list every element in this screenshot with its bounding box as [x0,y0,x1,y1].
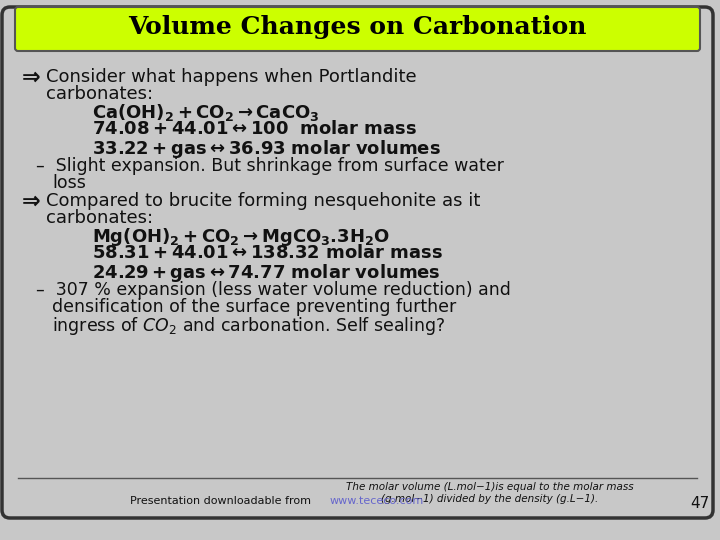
Text: ⇒: ⇒ [22,68,40,88]
Text: www.tececo.com: www.tececo.com [330,496,424,506]
Text: loss: loss [52,174,86,192]
Text: ingress of $CO_2$ and carbonation. Self sealing?: ingress of $CO_2$ and carbonation. Self … [52,315,446,337]
Text: Volume Changes on Carbonation: Volume Changes on Carbonation [127,15,586,39]
Text: Compared to brucite forming nesquehonite as it: Compared to brucite forming nesquehonite… [46,192,480,210]
Text: carbonates:: carbonates: [46,85,153,103]
Text: 47: 47 [690,496,710,511]
Text: –  Slight expansion. But shrinkage from surface water: – Slight expansion. But shrinkage from s… [36,157,504,175]
Text: $\mathbf{24.29 + gas \leftrightarrow 74.77\ molar\ volumes}$: $\mathbf{24.29 + gas \leftrightarrow 74.… [92,262,441,284]
Text: $\mathbf{Mg(OH)_2 + CO_2 \rightarrow MgCO_3.3H_2O}$: $\mathbf{Mg(OH)_2 + CO_2 \rightarrow MgC… [92,226,390,248]
Text: carbonates:: carbonates: [46,209,153,227]
Text: –  307 % expansion (less water volume reduction) and: – 307 % expansion (less water volume red… [36,281,511,299]
FancyBboxPatch shape [15,7,700,51]
Text: $\mathbf{74.08 + 44.01 \leftrightarrow 100\ \ molar\ mass}$: $\mathbf{74.08 + 44.01 \leftrightarrow 1… [92,120,417,138]
Text: $\mathbf{33.22 + gas \leftrightarrow 36.93\ molar\ volumes}$: $\mathbf{33.22 + gas \leftrightarrow 36.… [92,138,441,160]
Text: Consider what happens when Portlandite: Consider what happens when Portlandite [46,68,417,86]
Text: $\mathbf{Ca(OH)_2 + CO_2 \rightarrow CaCO_3}$: $\mathbf{Ca(OH)_2 + CO_2 \rightarrow CaC… [92,102,320,123]
Text: $\mathbf{58.31 + 44.01 \leftrightarrow 138.32\ molar\ mass}$: $\mathbf{58.31 + 44.01 \leftrightarrow 1… [92,244,443,262]
FancyBboxPatch shape [2,7,713,518]
Text: Presentation downloadable from: Presentation downloadable from [130,496,311,506]
Text: ⇒: ⇒ [22,192,40,212]
Text: The molar volume (L.mol−1)is equal to the molar mass
(g.mol−1) divided by the de: The molar volume (L.mol−1)is equal to th… [346,482,634,504]
Text: densification of the surface preventing further: densification of the surface preventing … [52,298,456,316]
